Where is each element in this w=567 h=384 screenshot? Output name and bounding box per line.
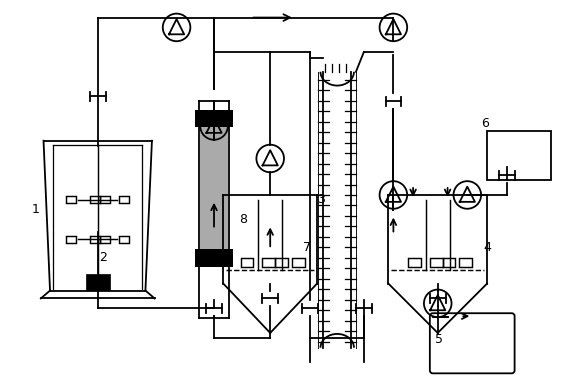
Bar (100, 236, 109, 243)
Bar (263, 258, 275, 267)
Text: 6: 6 (481, 116, 489, 129)
Bar (66, 197, 76, 204)
Bar (120, 236, 129, 243)
Bar (90, 236, 100, 243)
Bar (487, 131, 551, 180)
Bar (275, 258, 288, 267)
Text: 8: 8 (240, 213, 248, 226)
Text: 7: 7 (303, 241, 311, 254)
Bar (100, 197, 109, 204)
Bar (86, 274, 109, 290)
Bar (200, 127, 228, 249)
Bar (90, 197, 100, 204)
Bar (459, 258, 472, 267)
Bar (66, 236, 76, 243)
Bar (443, 258, 455, 267)
Text: 1: 1 (32, 203, 40, 216)
Bar (120, 197, 129, 204)
Bar (408, 258, 421, 267)
Text: 2: 2 (99, 250, 107, 263)
Bar (195, 249, 232, 266)
Bar (240, 258, 253, 267)
Bar (195, 109, 232, 127)
Text: 5: 5 (435, 333, 443, 346)
Bar (292, 258, 304, 267)
Bar (430, 258, 443, 267)
Text: 3: 3 (318, 194, 325, 206)
Text: 4: 4 (483, 241, 491, 254)
